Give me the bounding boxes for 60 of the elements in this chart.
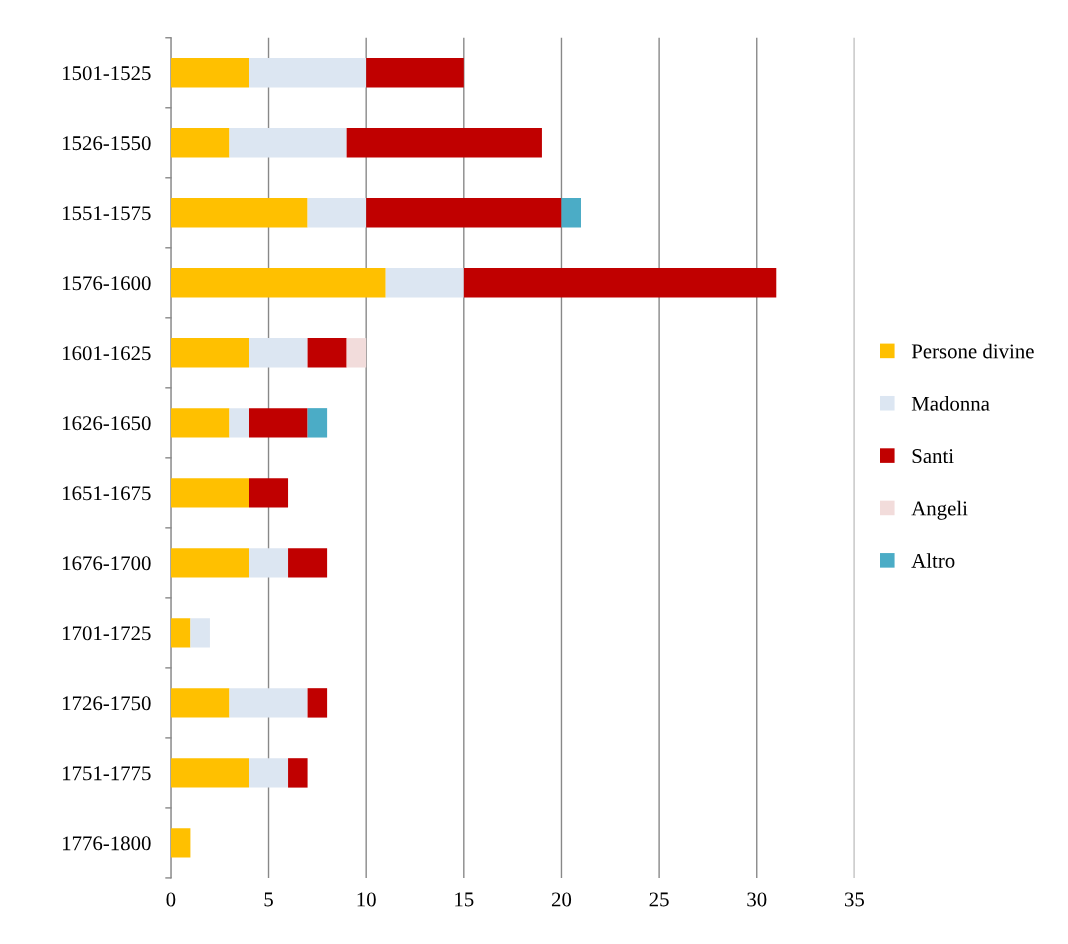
y-tick-label: 1651-1675	[63, 486, 151, 501]
y-tick-label: 1676-1700	[63, 556, 151, 571]
legend-label: Angeli	[911, 500, 968, 520]
y-tick-label: 1601-1625	[63, 346, 151, 361]
bar	[229, 128, 347, 158]
y-tick-label: 1776-1800	[63, 836, 151, 851]
y-tick-label: 1501-1525	[63, 66, 151, 81]
x-tick-label: 0	[166, 892, 176, 907]
bar	[249, 758, 289, 788]
x-tick-label: 10	[357, 892, 376, 907]
x-tick-label: 30	[747, 892, 767, 907]
y-tick-label: 1551-1575	[63, 206, 151, 221]
bar	[463, 268, 777, 298]
bar	[385, 268, 464, 298]
bar	[190, 618, 210, 648]
legend-label: Madonna	[911, 396, 990, 411]
bar	[307, 688, 328, 718]
y-tick-label: 1701-1725	[63, 626, 151, 641]
bar	[170, 828, 191, 858]
bar	[307, 198, 367, 228]
bar	[307, 408, 328, 438]
y-tick-label: 1526-1550	[63, 136, 151, 151]
bar	[346, 338, 367, 368]
bar	[170, 128, 230, 158]
x-tick-label: 20	[551, 892, 572, 907]
legend-label: Altro	[911, 553, 955, 568]
x-tick-label: 5	[264, 892, 273, 907]
bar	[307, 338, 347, 368]
bar	[170, 198, 308, 228]
bar	[249, 58, 367, 88]
bar	[170, 618, 191, 648]
y-tick-label: 1626-1650	[63, 416, 151, 431]
bar	[366, 198, 562, 228]
legend-label: Santi	[912, 449, 954, 464]
bar	[288, 548, 328, 578]
bar	[346, 128, 542, 158]
bar	[288, 758, 308, 788]
bar	[249, 478, 289, 508]
bar	[366, 58, 464, 88]
bar	[170, 338, 249, 368]
y-tick-label: 1726-1750	[63, 696, 151, 711]
bar	[170, 688, 230, 718]
bar	[170, 758, 249, 788]
bar	[229, 408, 249, 438]
x-tick-label: 35	[844, 892, 864, 907]
bar	[170, 548, 249, 578]
bar	[249, 338, 308, 368]
y-tick-label: 1576-1600	[63, 276, 151, 291]
bar	[170, 408, 230, 438]
y-tick-label: 1751-1775	[63, 766, 151, 781]
bar	[249, 408, 308, 438]
bar	[170, 478, 249, 508]
x-tick-label: 15	[455, 892, 474, 907]
bar	[229, 688, 308, 718]
x-tick-label: 25	[649, 892, 669, 907]
bar	[561, 198, 581, 228]
legend-label: Persone divine	[911, 343, 1034, 359]
bar	[249, 548, 289, 578]
bar	[170, 268, 386, 298]
bar	[170, 58, 249, 88]
